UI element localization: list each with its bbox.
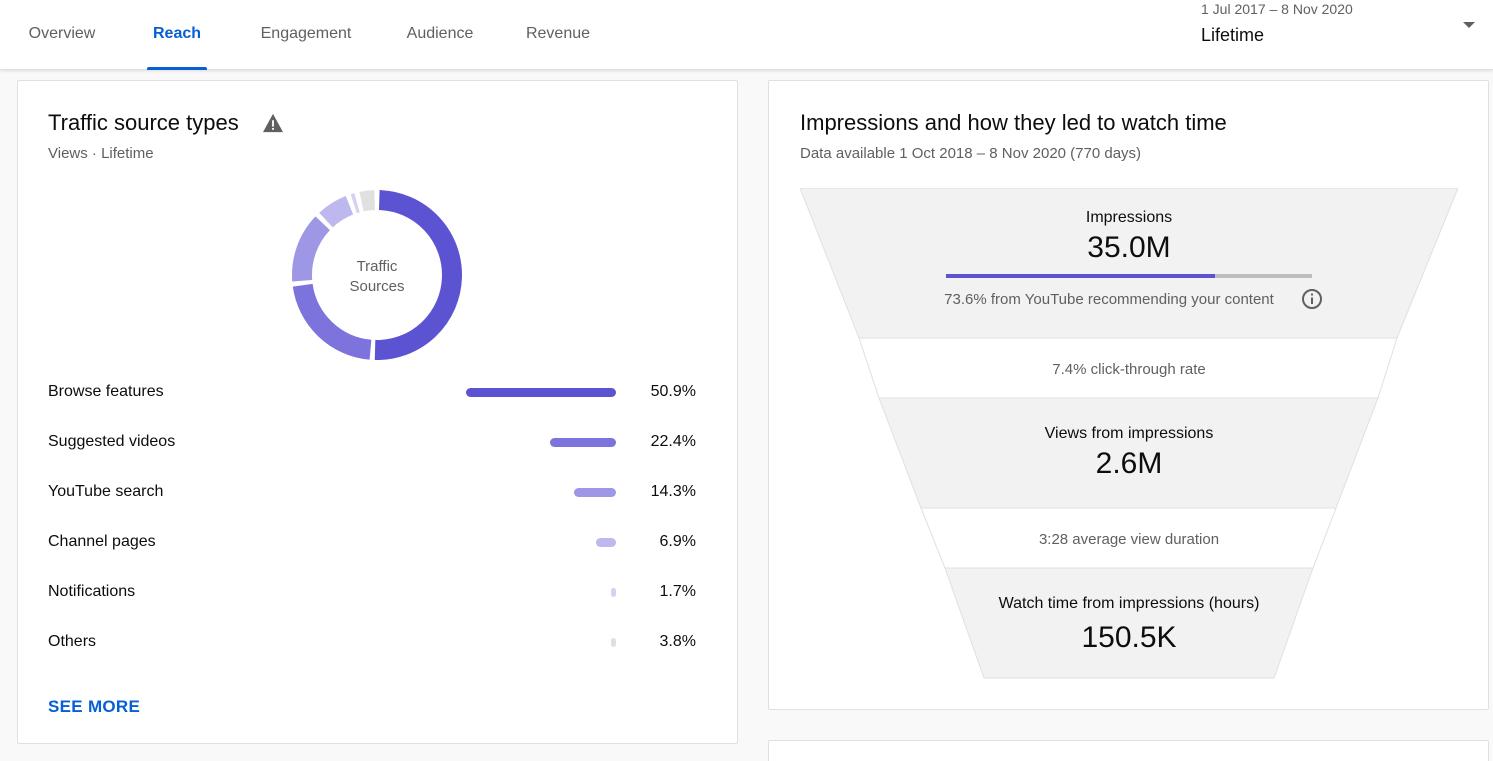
tab-reach[interactable]: Reach — [147, 0, 207, 70]
info-icon[interactable] — [1301, 288, 1323, 310]
traffic-source-label: Browse features — [48, 383, 164, 400]
traffic-source-bar — [596, 538, 616, 547]
tab-label: Audience — [406, 25, 474, 42]
traffic-source-percent: 14.3% — [650, 483, 696, 500]
card-subtitle: Data available 1 Oct 2018 – 8 Nov 2020 (… — [800, 145, 1142, 162]
traffic-source-row: Others 3.8% — [48, 631, 698, 655]
tab-revenue[interactable]: Revenue — [519, 0, 597, 70]
traffic-source-label: Channel pages — [48, 533, 156, 550]
traffic-source-row: Browse features 50.9% — [48, 381, 698, 405]
traffic-source-bar — [550, 438, 616, 447]
donut-slice — [319, 195, 354, 228]
donut-slice — [374, 190, 463, 360]
traffic-source-bar — [466, 388, 616, 397]
impressions-label: Impressions — [1085, 209, 1173, 226]
top-nav-bar: Overview Reach Engagement Audience Reven… — [0, 0, 1493, 70]
recommendation-share-fill — [946, 274, 1216, 278]
traffic-source-percent: 50.9% — [650, 383, 696, 400]
impressions-funnel: Impressions 35.0M 73.6% from YouTube rec… — [800, 188, 1458, 680]
traffic-donut-chart: Traffic Sources — [292, 190, 463, 360]
traffic-source-row: Notifications 1.7% — [48, 581, 698, 605]
views-label: Views from impressions — [1044, 425, 1214, 442]
active-tab-indicator — [147, 67, 207, 70]
chevron-down-icon — [1463, 22, 1475, 28]
date-range-text: 1 Jul 2017 – 8 Nov 2020 — [1201, 1, 1353, 17]
traffic-source-card: Traffic source types Views · Lifetime Tr… — [17, 80, 738, 744]
tab-label: Reach — [152, 25, 202, 42]
traffic-source-row: Channel pages 6.9% — [48, 531, 698, 555]
traffic-source-percent: 3.8% — [659, 633, 696, 650]
traffic-source-label: Suggested videos — [48, 433, 176, 450]
traffic-source-row: Suggested videos 22.4% — [48, 431, 698, 455]
traffic-source-percent: 6.9% — [659, 533, 696, 550]
donut-center-label: Traffic — [357, 258, 398, 275]
funnel-segment-watch-time — [944, 567, 1314, 679]
date-range-value: Lifetime — [1201, 25, 1265, 45]
tab-overview[interactable]: Overview — [18, 0, 106, 70]
traffic-source-label: Notifications — [48, 583, 136, 600]
tab-label: Revenue — [525, 25, 591, 42]
recommendation-share-bar — [946, 274, 1312, 278]
traffic-source-label: Others — [48, 633, 97, 650]
traffic-source-bar — [611, 588, 616, 597]
donut-slice — [359, 190, 376, 212]
views-value: 2.6M — [1095, 447, 1163, 480]
traffic-source-bar — [574, 488, 616, 497]
tab-engagement[interactable]: Engagement — [251, 0, 361, 70]
traffic-source-bar — [611, 638, 616, 647]
card-title: Traffic source types — [48, 110, 239, 135]
donut-center-label: Sources — [349, 278, 404, 295]
traffic-source-percent: 1.7% — [659, 583, 696, 600]
avg-duration-text: 3:28 average view duration — [1038, 531, 1220, 548]
funnel-shape — [800, 188, 1458, 679]
tab-audience[interactable]: Audience — [397, 0, 483, 70]
donut-slice — [292, 283, 372, 360]
traffic-source-label: YouTube search — [48, 483, 164, 500]
card-title: Impressions and how they led to watch ti… — [800, 110, 1227, 135]
donut-slice — [350, 193, 360, 214]
donut-slice — [292, 216, 331, 282]
card-subtitle: Views · Lifetime — [48, 145, 154, 162]
tab-label: Engagement — [260, 25, 352, 42]
tab-label: Overview — [28, 25, 96, 42]
traffic-source-percent: 22.4% — [650, 433, 696, 450]
warning-icon[interactable] — [262, 113, 284, 133]
traffic-source-row: YouTube search 14.3% — [48, 481, 698, 505]
impressions-funnel-card: Impressions and how they led to watch ti… — [768, 80, 1489, 710]
watch-time-value: 150.5K — [1081, 621, 1177, 654]
recommended-note: 73.6% from YouTube recommending your con… — [944, 291, 1274, 308]
ctr-text: 7.4% click-through rate — [1052, 361, 1206, 378]
watch-time-label: Watch time from impressions (hours) — [998, 595, 1260, 612]
date-range-selector[interactable]: 1 Jul 2017 – 8 Nov 2020 Lifetime — [1201, 0, 1486, 60]
see-more-button[interactable]: SEE MORE — [48, 697, 141, 716]
impressions-value: 35.0M — [1087, 231, 1171, 264]
next-card — [768, 740, 1489, 761]
